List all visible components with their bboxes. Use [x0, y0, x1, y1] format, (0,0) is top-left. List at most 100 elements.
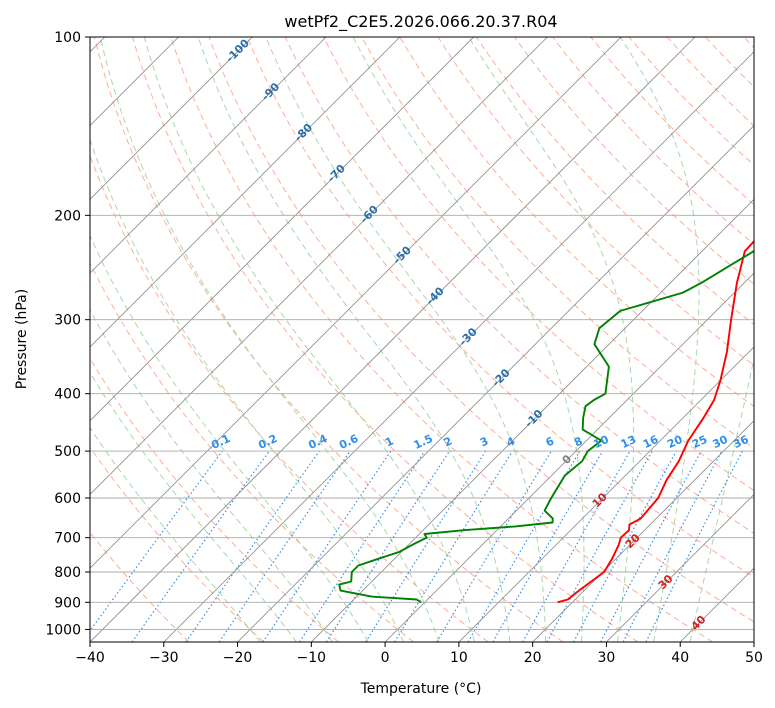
moist-adiabat	[689, 356, 754, 642]
dry-adiabat	[90, 357, 339, 642]
dry-adiabat	[132, 37, 639, 642]
isotherm	[532, 420, 754, 642]
dry-adiabat	[90, 154, 489, 642]
moist-adiabat	[265, 37, 547, 642]
moist-adiabat	[90, 234, 369, 642]
y-tick-label: 700	[54, 531, 81, 547]
isotherm	[90, 37, 548, 495]
mixing-ratio-line	[299, 450, 426, 642]
mixing-ratio-label: 6	[544, 434, 557, 449]
x-tick-label: −40	[75, 650, 105, 666]
mixing-ratio-line	[185, 450, 320, 642]
isotherm	[90, 37, 474, 422]
dry-adiabat-label: 10	[590, 490, 610, 510]
moist-adiabat	[99, 37, 440, 642]
dry-adiabat	[399, 37, 754, 407]
mixing-ratio-label: 8	[572, 434, 584, 449]
moist-adiabat	[90, 371, 297, 642]
mixing-ratio-label: 25	[690, 433, 709, 451]
dry-adiabat-label: -60	[358, 202, 381, 225]
dewpoint-profile	[338, 249, 754, 604]
isotherm	[163, 51, 754, 642]
x-tick-label: 10	[450, 650, 468, 666]
dry-adiabat	[323, 37, 754, 492]
dry-adiabat	[513, 37, 754, 285]
isotherm	[384, 272, 754, 642]
mixing-ratio-label: 1.5	[412, 432, 435, 452]
dry-adiabat-label: -70	[325, 162, 348, 185]
isotherm	[753, 641, 754, 642]
mixing-ratio-line	[325, 450, 451, 642]
mixing-ratio-label: 0.1	[209, 432, 232, 452]
isotherm	[90, 37, 327, 274]
y-tick-label: 1000	[45, 622, 81, 638]
dry-adiabat-label: -50	[391, 243, 414, 266]
x-tick-label: −30	[149, 650, 179, 666]
series-layer	[338, 239, 754, 604]
moist-adiabat	[143, 37, 475, 642]
dry-adiabat-label: -90	[259, 80, 282, 103]
dry-adiabat	[90, 446, 265, 642]
chart-title: wetPf2_C2E5.2026.066.20.37.R04	[284, 12, 557, 32]
mixing-ratio-line	[394, 450, 513, 642]
isotherm	[90, 37, 696, 642]
x-tick-label: −20	[223, 650, 253, 666]
dry-adiabat-label: -20	[489, 366, 512, 389]
y-tick-label: 400	[54, 387, 81, 403]
moist-adiabat	[352, 37, 585, 642]
dry-adiabat-label: 30	[656, 572, 676, 592]
y-tick-label: 800	[54, 565, 81, 581]
mixing-ratio-label: 36	[731, 433, 751, 451]
dry-adiabat	[437, 37, 754, 366]
dry-adiabat	[666, 37, 754, 127]
mixing-ratio-line	[492, 450, 604, 642]
x-tick-label: −10	[297, 650, 327, 666]
mixing-ratio-line	[218, 450, 351, 642]
mixing-ratio-line	[131, 450, 270, 642]
dry-adiabat	[93, 37, 564, 642]
grid-layer	[90, 37, 754, 642]
dry-adiabat-label: 0	[560, 452, 575, 467]
isotherm	[90, 37, 401, 348]
plot-frame	[89, 36, 755, 643]
dry-adiabat	[705, 37, 754, 88]
mixing-ratio-label: 30	[711, 433, 731, 451]
mixing-ratio-line	[436, 450, 552, 642]
mixing-ratio-label: 2	[442, 434, 454, 449]
moist-adiabat	[90, 426, 261, 642]
dry-adiabat	[170, 37, 713, 642]
mixing-ratio-line	[90, 450, 223, 632]
mixing-ratio-label: 0.4	[306, 432, 329, 452]
isotherm	[311, 198, 754, 642]
mixing-ratio-line	[262, 450, 392, 642]
dry-adiabat	[590, 37, 754, 206]
dry-adiabat-label: -30	[457, 325, 480, 348]
x-axis-label: Temperature (°C)	[360, 681, 482, 697]
dry-adiabat	[90, 262, 414, 642]
y-axis: 1000 900 800 700 600 500 400 300 200 100	[45, 30, 90, 638]
dry-adiabat-label: -10	[522, 407, 545, 430]
moist-adiabat	[90, 137, 405, 642]
dry-adiabat	[246, 37, 754, 578]
dry-adiabat-label: 40	[689, 613, 709, 633]
x-tick-label: 50	[745, 650, 763, 666]
mixing-ratio-line	[572, 450, 677, 642]
mixing-ratio-line	[365, 450, 487, 642]
isotherm	[90, 37, 622, 569]
mixing-ratio-label: 1	[383, 434, 395, 449]
mixing-ratio-line	[600, 450, 702, 642]
mixing-ratio-line	[522, 450, 631, 642]
isotherm	[458, 346, 754, 642]
y-tick-label: 600	[54, 491, 81, 507]
mixing-ratio-label: 10	[591, 433, 611, 451]
dry-adiabat	[628, 37, 754, 166]
y-tick-label: 300	[54, 313, 81, 329]
dry-adiabat	[743, 37, 754, 49]
moist-adiabat	[620, 37, 700, 642]
moist-adiabat	[90, 308, 333, 642]
dry-adiabat	[284, 37, 754, 535]
isotherm	[90, 37, 253, 200]
x-tick-label: 0	[381, 650, 390, 666]
temperature-profile	[557, 239, 754, 604]
